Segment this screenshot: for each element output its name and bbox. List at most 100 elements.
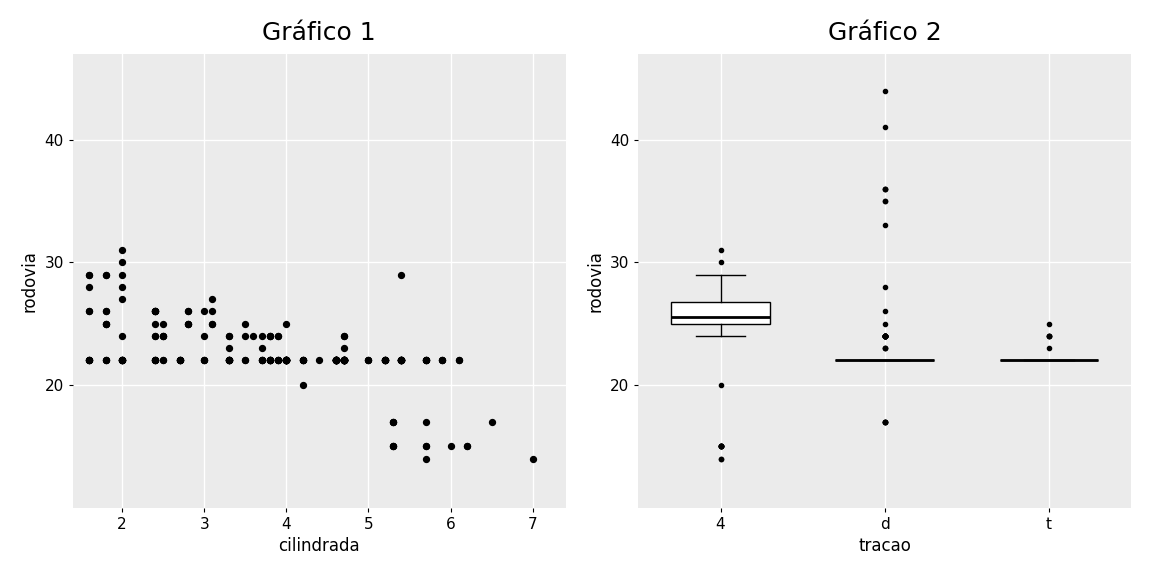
- Point: [145, 356, 164, 365]
- Point: [294, 356, 312, 365]
- Point: [334, 356, 353, 365]
- Point: [392, 270, 410, 279]
- Point: [483, 417, 501, 426]
- Point: [326, 356, 344, 365]
- Point: [195, 356, 213, 365]
- Point: [326, 356, 344, 365]
- Point: [376, 356, 394, 365]
- Point: [97, 270, 115, 279]
- Point: [326, 356, 344, 365]
- Point: [392, 356, 410, 365]
- Point: [376, 356, 394, 365]
- Point: [170, 356, 189, 365]
- Point: [334, 356, 353, 365]
- Point: [145, 306, 164, 316]
- Point: [260, 356, 279, 365]
- Point: [97, 319, 115, 328]
- Point: [179, 319, 197, 328]
- Point: [334, 331, 353, 340]
- Point: [310, 356, 328, 365]
- Point: [334, 356, 353, 365]
- Point: [294, 380, 312, 389]
- Point: [145, 319, 164, 328]
- Point: [220, 331, 238, 340]
- Point: [392, 356, 410, 365]
- Point: [392, 356, 410, 365]
- Point: [334, 356, 353, 365]
- Point: [113, 356, 131, 365]
- Point: [220, 356, 238, 365]
- Point: [278, 356, 296, 365]
- Point: [376, 356, 394, 365]
- Point: [97, 270, 115, 279]
- Point: [334, 356, 353, 365]
- PathPatch shape: [672, 302, 770, 324]
- Point: [170, 356, 189, 365]
- Point: [334, 356, 353, 365]
- Point: [334, 356, 353, 365]
- Point: [278, 356, 296, 365]
- Point: [113, 257, 131, 267]
- Point: [326, 356, 344, 365]
- Point: [236, 319, 255, 328]
- Point: [457, 442, 476, 451]
- Point: [376, 356, 394, 365]
- Point: [278, 356, 296, 365]
- Point: [97, 356, 115, 365]
- Point: [278, 356, 296, 365]
- Point: [97, 306, 115, 316]
- Point: [278, 319, 296, 328]
- Point: [417, 454, 435, 463]
- Point: [359, 356, 378, 365]
- Point: [326, 356, 344, 365]
- Point: [260, 356, 279, 365]
- Point: [392, 356, 410, 365]
- Point: [334, 356, 353, 365]
- Point: [195, 356, 213, 365]
- Point: [334, 356, 353, 365]
- Point: [79, 356, 98, 365]
- Point: [154, 356, 173, 365]
- Point: [433, 356, 452, 365]
- X-axis label: tracao: tracao: [858, 537, 911, 555]
- Point: [384, 442, 402, 451]
- Point: [334, 331, 353, 340]
- Point: [384, 417, 402, 426]
- Point: [523, 454, 541, 463]
- Point: [268, 356, 287, 365]
- Point: [79, 270, 98, 279]
- Point: [220, 356, 238, 365]
- Point: [334, 356, 353, 365]
- Point: [79, 356, 98, 365]
- Point: [417, 442, 435, 451]
- Point: [359, 356, 378, 365]
- Point: [252, 356, 271, 365]
- Point: [278, 356, 296, 365]
- Point: [145, 356, 164, 365]
- Point: [294, 356, 312, 365]
- Point: [220, 356, 238, 365]
- Point: [145, 306, 164, 316]
- Point: [260, 331, 279, 340]
- Point: [260, 356, 279, 365]
- Point: [154, 331, 173, 340]
- Point: [326, 356, 344, 365]
- Point: [334, 356, 353, 365]
- Point: [326, 356, 344, 365]
- Point: [236, 356, 255, 365]
- Point: [278, 356, 296, 365]
- Point: [392, 356, 410, 365]
- Point: [145, 331, 164, 340]
- Point: [220, 331, 238, 340]
- Point: [268, 331, 287, 340]
- Point: [113, 270, 131, 279]
- Point: [260, 356, 279, 365]
- Point: [334, 356, 353, 365]
- Point: [278, 356, 296, 365]
- Point: [260, 356, 279, 365]
- Point: [376, 356, 394, 365]
- Point: [376, 356, 394, 365]
- Point: [220, 356, 238, 365]
- Point: [334, 356, 353, 365]
- Point: [384, 417, 402, 426]
